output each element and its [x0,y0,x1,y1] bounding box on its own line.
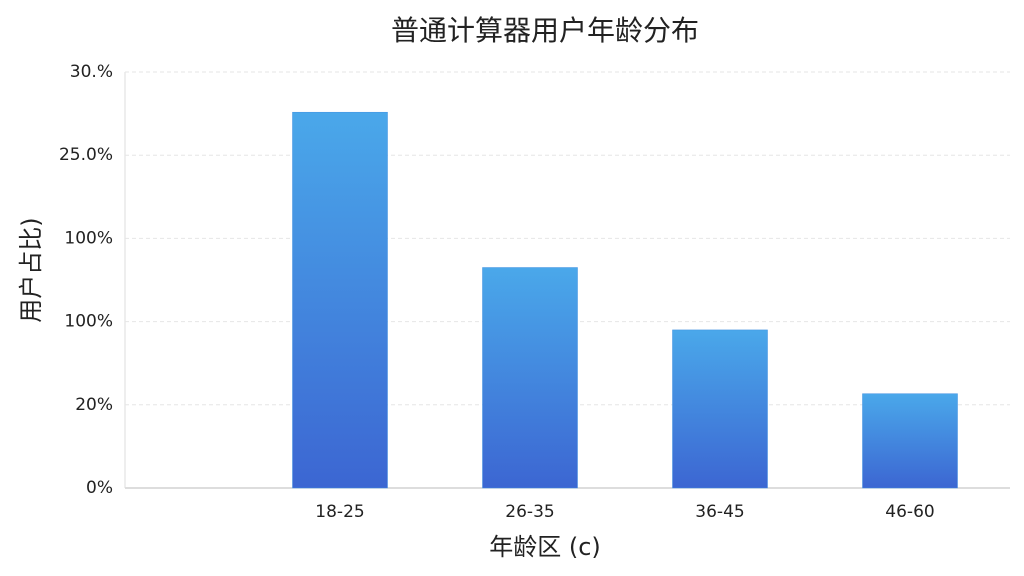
bar [672,329,768,489]
x-tick-label: 46-60 [885,502,934,522]
x-tick-label: 26-35 [505,502,554,522]
x-axis-title: 年龄区 (c) [489,533,601,561]
y-tick-label: 0% [86,478,113,498]
x-tick-label: 36-45 [695,502,744,522]
bar [482,267,578,489]
y-axis-title: 用户占比) [17,217,45,322]
chart-title: 普通计算器用户年龄分布 [391,14,699,47]
x-tick-label: 18-25 [315,502,364,522]
y-tick-label: 30.% [70,62,113,82]
bar [862,393,958,489]
bar [292,111,388,489]
y-tick-label: 100% [64,228,113,248]
y-tick-label: 20% [75,395,113,415]
y-tick-label: 100% [64,312,113,332]
y-tick-label: 25.0% [59,145,113,165]
